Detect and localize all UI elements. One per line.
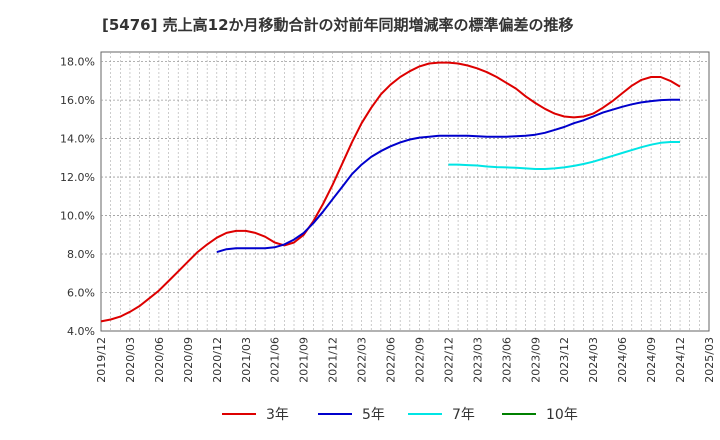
legend-line-7y (408, 413, 442, 415)
y-tick-label: 10.0% (60, 210, 95, 223)
y-tick-label: 4.0% (67, 325, 95, 338)
x-tick-label: 2020/03 (124, 337, 137, 383)
legend-line-3y (222, 413, 256, 415)
legend-item-7y: 7年 (408, 402, 475, 426)
x-tick-label: 2019/12 (95, 337, 108, 383)
x-tick-label: 2021/03 (240, 337, 253, 383)
x-tick-label: 2023/09 (529, 337, 542, 383)
series-line-1 (100, 61, 681, 323)
y-tick-label: 18.0% (60, 56, 95, 69)
series-line-2 (216, 98, 680, 254)
legend-line-10y (502, 413, 536, 415)
legend: 3年 5年 7年 10年 (0, 402, 720, 426)
x-tick-label: 2024/03 (587, 337, 600, 383)
x-tick-label: 2023/06 (500, 337, 513, 383)
x-tick-label: 2022/12 (442, 337, 455, 383)
x-tick-label: 2025/03 (703, 337, 716, 383)
y-tick-label: 12.0% (60, 171, 95, 184)
legend-item-3y: 3年 (222, 402, 289, 426)
legend-label-7y: 7年 (452, 407, 475, 423)
x-tick-label: 2020/09 (182, 337, 195, 383)
x-tick-label: 2021/12 (327, 337, 340, 383)
y-tick-label: 6.0% (67, 287, 95, 300)
legend-line-5y (318, 413, 352, 415)
x-tick-label: 2023/03 (471, 337, 484, 383)
x-tick-label: 2023/12 (558, 337, 571, 383)
plot-area (100, 51, 710, 332)
x-tick-label: 2022/03 (356, 337, 369, 383)
chart-title: [5476] 売上高12か月移動合計の対前年同期増減率の標準偏差の推移 (102, 16, 574, 34)
legend-item-10y: 10年 (502, 402, 578, 426)
y-tick-label: 16.0% (60, 94, 95, 107)
x-tick-label: 2020/12 (211, 337, 224, 383)
y-tick-label: 8.0% (67, 248, 95, 261)
legend-label-5y: 5年 (362, 407, 385, 423)
x-tick-label: 2022/09 (413, 337, 426, 383)
x-tick-label: 2022/06 (385, 337, 398, 383)
x-tick-label: 2021/09 (298, 337, 311, 383)
legend-label-10y: 10年 (546, 407, 578, 423)
x-tick-label: 2024/12 (674, 337, 687, 383)
x-tick-label: 2024/09 (645, 337, 658, 383)
x-tick-label: 2020/06 (153, 337, 166, 383)
x-tick-label: 2024/06 (616, 337, 629, 383)
legend-item-5y: 5年 (318, 402, 385, 426)
series-line-3 (448, 141, 680, 170)
x-tick-label: 2021/06 (269, 337, 282, 383)
y-tick-label: 14.0% (60, 133, 95, 146)
legend-label-3y: 3年 (266, 407, 289, 423)
